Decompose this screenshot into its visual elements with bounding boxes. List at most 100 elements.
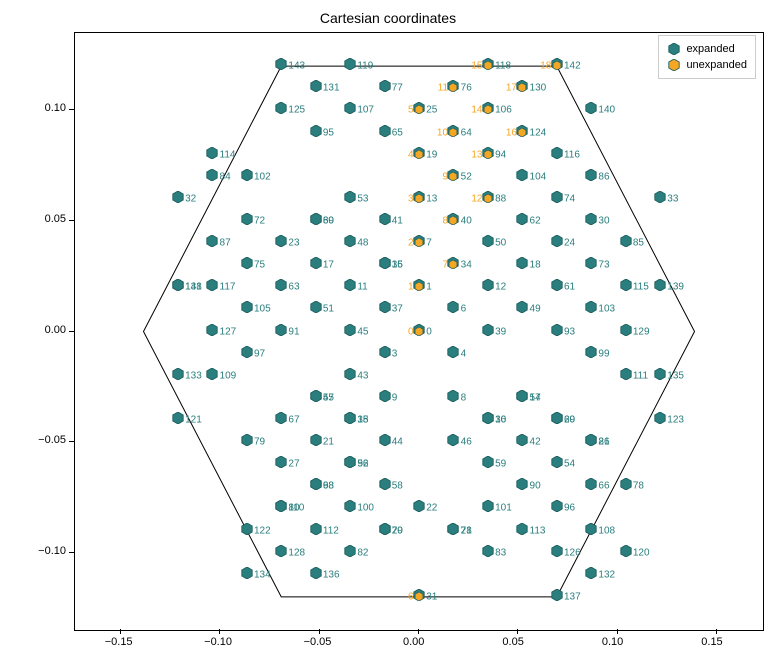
x-tick xyxy=(517,629,518,634)
expanded-marker xyxy=(585,477,597,495)
unexpanded-marker xyxy=(415,146,424,164)
expanded-label: 58 xyxy=(392,481,403,492)
expanded-marker xyxy=(585,168,597,186)
expanded-label: 92 xyxy=(357,459,368,470)
expanded-label: 134 xyxy=(254,569,271,580)
expanded-marker xyxy=(241,300,253,318)
expanded-marker xyxy=(482,499,494,517)
unexpanded-marker xyxy=(552,57,561,75)
expanded-marker xyxy=(585,101,597,119)
expanded-label: 129 xyxy=(633,326,650,337)
x-tick xyxy=(418,629,419,634)
expanded-marker xyxy=(516,300,528,318)
unexpanded-marker xyxy=(449,168,458,186)
expanded-label: 64 xyxy=(461,127,472,138)
unexpanded-marker xyxy=(518,79,527,97)
expanded-marker xyxy=(310,256,322,274)
expanded-marker xyxy=(654,278,666,296)
expanded-label: 45 xyxy=(357,326,368,337)
expanded-marker xyxy=(206,367,218,385)
expanded-marker xyxy=(275,455,287,473)
expanded-label: 63 xyxy=(288,282,299,293)
expanded-label: 59 xyxy=(495,459,506,470)
expanded-label: 21 xyxy=(323,437,334,448)
expanded-marker xyxy=(310,212,322,230)
unexpanded-marker xyxy=(415,588,424,606)
expanded-label: 19 xyxy=(426,149,437,160)
expanded-label: 0 xyxy=(426,326,432,337)
expanded-marker xyxy=(585,256,597,274)
expanded-label: 94 xyxy=(495,149,506,160)
expanded-label: 67 xyxy=(288,414,299,425)
expanded-label: 39 xyxy=(495,326,506,337)
unexpanded-marker xyxy=(415,323,424,341)
plot-title: Cartesian coordinates xyxy=(320,10,456,26)
expanded-label: 89 xyxy=(323,215,334,226)
expanded-label: 62 xyxy=(530,215,541,226)
expanded-label: 86 xyxy=(598,171,609,182)
expanded-marker xyxy=(310,300,322,318)
unexpanded-marker xyxy=(415,190,424,208)
expanded-label: 36 xyxy=(495,414,506,425)
x-tick xyxy=(319,629,320,634)
expanded-label: 118 xyxy=(495,61,511,72)
expanded-marker xyxy=(482,234,494,252)
expanded-marker xyxy=(482,455,494,473)
expanded-marker xyxy=(310,522,322,540)
expanded-marker xyxy=(275,323,287,341)
expanded-label: 37 xyxy=(392,304,403,315)
x-tick xyxy=(219,629,220,634)
expanded-marker xyxy=(206,168,218,186)
expanded-marker xyxy=(482,278,494,296)
expanded-label: 85 xyxy=(633,238,644,249)
expanded-marker xyxy=(379,256,391,274)
expanded-label: 142 xyxy=(564,61,581,72)
expanded-marker xyxy=(551,234,563,252)
expanded-marker xyxy=(241,345,253,363)
expanded-label: 143 xyxy=(288,61,305,72)
y-tick xyxy=(69,220,74,221)
expanded-marker xyxy=(344,455,356,473)
expanded-marker xyxy=(482,323,494,341)
y-tick-label: 0.05 xyxy=(45,213,66,225)
expanded-label: 114 xyxy=(220,149,236,160)
expanded-marker xyxy=(516,433,528,451)
expanded-label: 125 xyxy=(288,105,305,116)
unexpanded-marker xyxy=(483,101,492,119)
expanded-label: 113 xyxy=(530,525,546,536)
expanded-label: 82 xyxy=(357,547,368,558)
expanded-label: 9 xyxy=(392,392,398,403)
y-tick-label: 0.10 xyxy=(45,102,66,114)
expanded-label: 51 xyxy=(323,304,334,315)
expanded-label: 66 xyxy=(598,481,609,492)
expanded-marker xyxy=(275,234,287,252)
expanded-label: 116 xyxy=(564,149,580,160)
expanded-marker xyxy=(585,522,597,540)
legend: expandedunexpanded xyxy=(658,35,756,79)
expanded-label: 42 xyxy=(530,437,541,448)
expanded-label: 53 xyxy=(357,193,368,204)
expanded-label: 112 xyxy=(323,525,339,536)
expanded-label: 131 xyxy=(323,83,340,94)
plot-area: 0134678910111213141516171819202122232425… xyxy=(74,32,764,631)
expanded-label: 32 xyxy=(185,193,196,204)
expanded-marker xyxy=(551,323,563,341)
expanded-marker xyxy=(620,323,632,341)
expanded-label: 33 xyxy=(667,193,678,204)
expanded-label: 106 xyxy=(495,105,512,116)
expanded-marker xyxy=(516,256,528,274)
expanded-marker xyxy=(241,522,253,540)
y-tick xyxy=(69,331,74,332)
expanded-marker xyxy=(654,367,666,385)
expanded-label: 46 xyxy=(461,437,472,448)
expanded-marker xyxy=(654,411,666,429)
expanded-label: 6 xyxy=(461,304,467,315)
expanded-marker xyxy=(344,323,356,341)
expanded-marker xyxy=(379,522,391,540)
expanded-marker xyxy=(344,544,356,562)
expanded-label: 104 xyxy=(530,171,547,182)
expanded-label: 121 xyxy=(185,414,202,425)
expanded-label: 44 xyxy=(392,437,403,448)
expanded-label: 105 xyxy=(254,304,271,315)
unexpanded-label: 3 xyxy=(408,193,414,204)
